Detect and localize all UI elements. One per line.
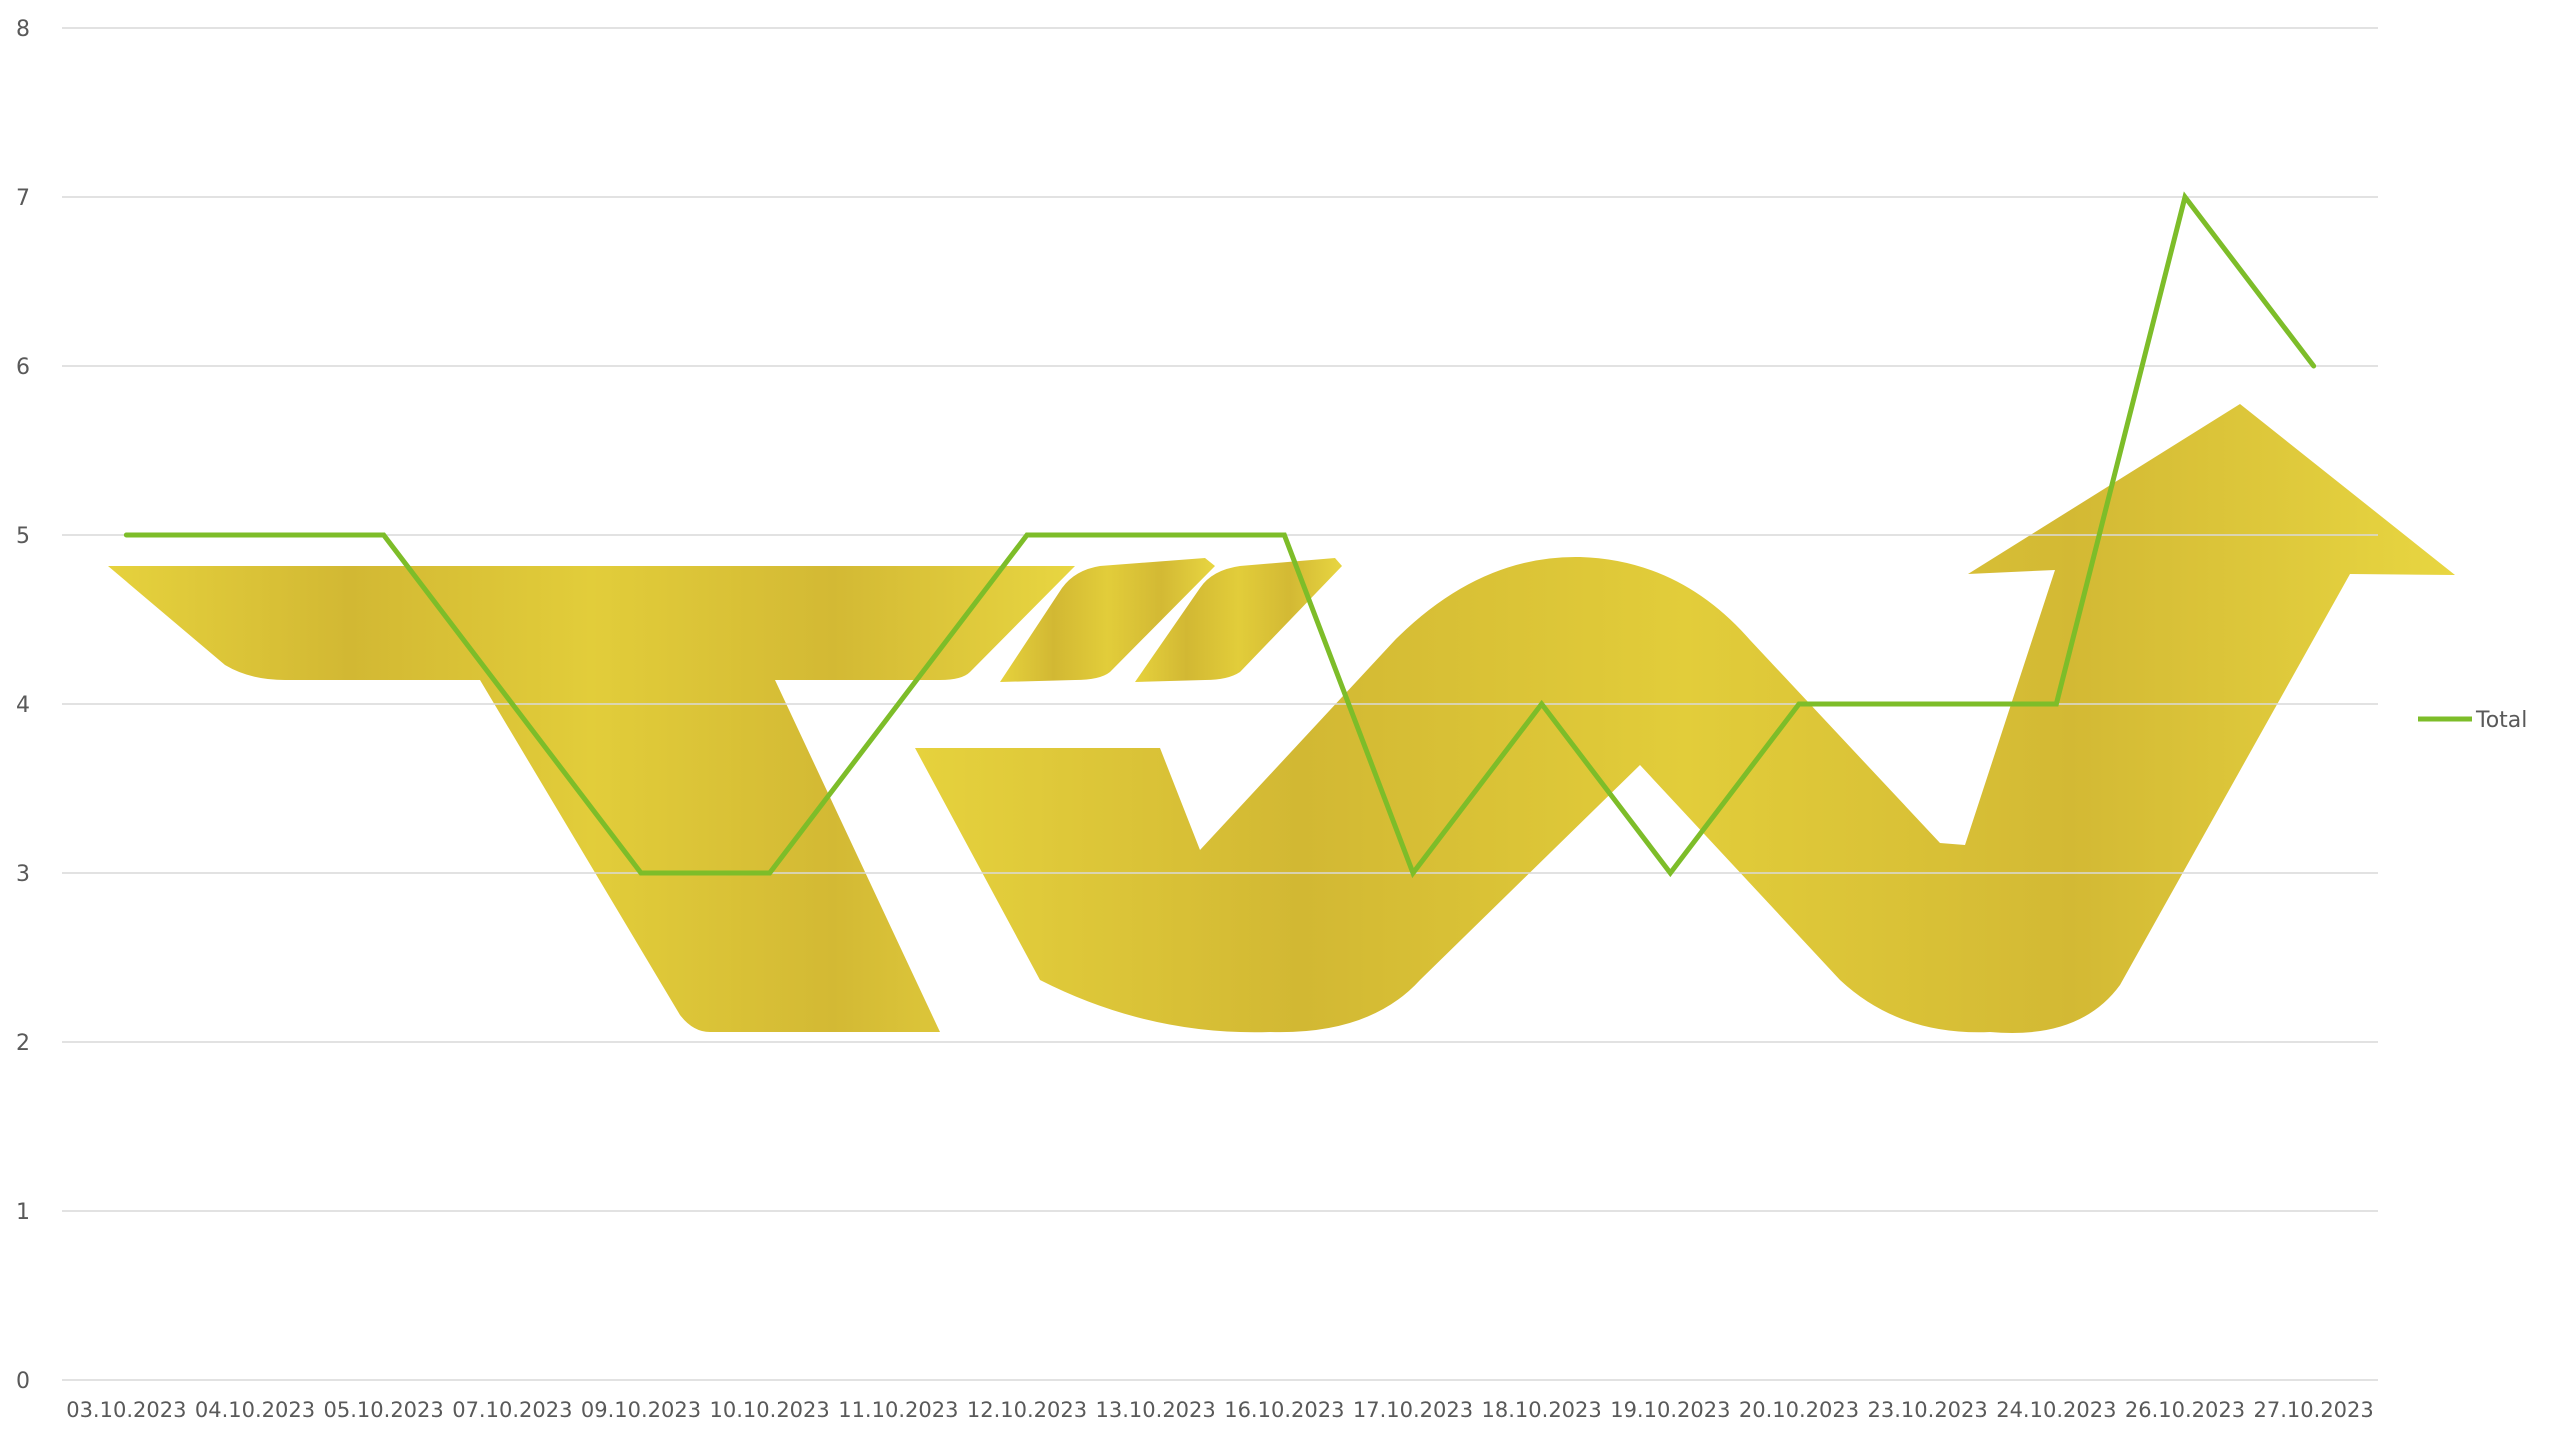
- x-tick-label: 05.10.2023: [324, 1398, 444, 1422]
- y-tick-label: 2: [16, 1031, 30, 1056]
- y-tick-label: 0: [16, 1369, 30, 1394]
- x-tick-label: 12.10.2023: [967, 1398, 1087, 1422]
- x-tick-label: 03.10.2023: [66, 1398, 186, 1422]
- x-tick-label: 18.10.2023: [1482, 1398, 1602, 1422]
- x-tick-label: 10.10.2023: [710, 1398, 830, 1422]
- x-axis-tick-labels: 03.10.2023 04.10.2023 05.10.2023 07.10.2023…: [66, 1398, 2374, 1422]
- y-axis-tick-labels: 0 1 2 3 4 5 6 7 8: [16, 17, 30, 1394]
- y-tick-label: 4: [16, 693, 30, 718]
- x-tick-label: 19.10.2023: [1610, 1398, 1730, 1422]
- y-tick-label: 7: [16, 186, 30, 211]
- x-tick-label: 27.10.2023: [2254, 1398, 2374, 1422]
- y-tick-label: 5: [16, 524, 30, 549]
- tw-logo-watermark: [108, 404, 2455, 1033]
- x-tick-label: 17.10.2023: [1353, 1398, 1473, 1422]
- x-tick-label: 23.10.2023: [1868, 1398, 1988, 1422]
- x-tick-label: 16.10.2023: [1224, 1398, 1344, 1422]
- y-tick-label: 3: [16, 862, 30, 887]
- x-tick-label: 13.10.2023: [1096, 1398, 1216, 1422]
- y-tick-label: 8: [16, 17, 30, 42]
- y-tick-label: 1: [16, 1200, 30, 1225]
- x-tick-label: 04.10.2023: [195, 1398, 315, 1422]
- x-tick-label: 07.10.2023: [452, 1398, 572, 1422]
- x-tick-label: 26.10.2023: [2125, 1398, 2245, 1422]
- y-tick-label: 6: [16, 355, 30, 380]
- x-tick-label: 09.10.2023: [581, 1398, 701, 1422]
- x-tick-label: 20.10.2023: [1739, 1398, 1859, 1422]
- x-tick-label: 11.10.2023: [838, 1398, 958, 1422]
- legend-label: Total: [2475, 708, 2527, 733]
- legend: Total: [2418, 708, 2527, 733]
- x-tick-label: 24.10.2023: [1996, 1398, 2116, 1422]
